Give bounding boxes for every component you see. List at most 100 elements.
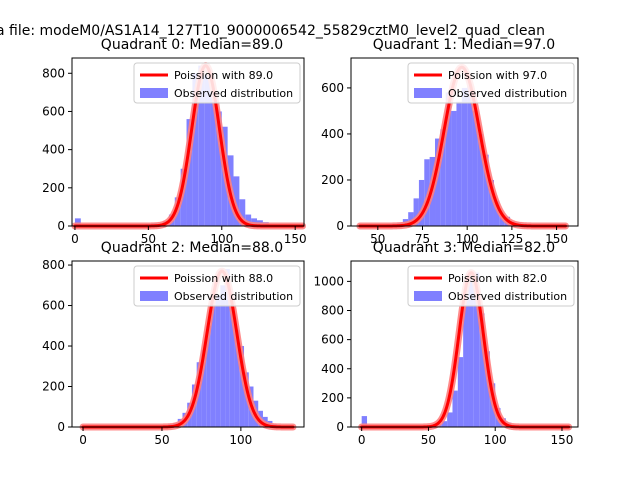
hist-bar <box>468 274 474 427</box>
plot-area: 50 75 100 125 150 0 200 400 600 Poission with 97.… <box>321 57 579 246</box>
x-tick-label: 75 <box>415 232 430 246</box>
y-tick-label: 0 <box>336 420 344 434</box>
x-tick-label: 100 <box>210 232 233 246</box>
y-tick-label: 0 <box>57 420 65 434</box>
y-tick-label: 600 <box>42 104 65 118</box>
hist-bar <box>215 295 221 427</box>
x-axis: 50 75 100 125 150 <box>370 226 568 246</box>
hist-bar <box>220 285 226 427</box>
hist-bar <box>361 416 368 427</box>
subplot-title: Quadrant 1: Median=97.0 <box>373 37 555 53</box>
y-tick-label: 800 <box>42 258 65 272</box>
legend-hist-swatch <box>414 291 442 301</box>
x-tick-label: 150 <box>551 433 574 447</box>
hist-bar <box>477 133 484 226</box>
legend-curve-label: Poission with 89.0 <box>174 69 273 82</box>
hist-bar <box>424 159 430 226</box>
y-tick-label: 800 <box>42 66 65 80</box>
hist-bar <box>472 110 478 226</box>
hist-bar <box>201 350 207 427</box>
legend-box <box>407 62 575 104</box>
legend-curve-label: Poission with 97.0 <box>448 69 547 82</box>
y-tick-label: 600 <box>321 333 344 347</box>
y-tick-label: 200 <box>42 181 65 195</box>
hist-bar <box>413 198 419 226</box>
legend-curve-label: Poission with 88.0 <box>174 272 273 285</box>
hist-bar <box>452 390 458 427</box>
hist-bar <box>418 179 425 226</box>
hist-bar <box>499 214 505 226</box>
hist-bar <box>408 212 414 226</box>
axes-frame <box>350 260 579 428</box>
y-tick-label: 400 <box>321 362 344 376</box>
legend: Poission with 97.0 Observed distribution <box>407 62 575 104</box>
subplot-title: Quadrant 0: Median=89.0 <box>101 37 283 53</box>
y-tick-label: 600 <box>321 81 344 95</box>
hist-bar <box>239 346 245 427</box>
y-tick-label: 600 <box>42 299 65 313</box>
legend-hist-swatch <box>140 88 168 98</box>
figure-suptitle: a file: modeM0/AS1A14_127T10_9000006542_… <box>0 23 545 39</box>
hist-bar <box>210 92 216 226</box>
y-tick-label: 200 <box>321 173 344 187</box>
x-tick-label: 50 <box>154 433 169 447</box>
plot-area: 0 50 100 150 0 200 400 600 800 Poission with 89.0… <box>42 57 307 246</box>
legend-curve-label: Poission with 82.0 <box>448 272 547 285</box>
legend-hist-label: Observed distribution <box>174 290 293 303</box>
hist-bar <box>488 179 494 226</box>
plot-area: 0 50 100 0 200 400 600 800 Poission with 88.0 Obs… <box>42 258 305 447</box>
axes-frame <box>350 57 579 227</box>
y-tick-label: 0 <box>336 219 344 233</box>
hist-bar <box>245 214 252 226</box>
legend: Poission with 89.0 Observed distribution <box>133 62 301 104</box>
subplot-quadrant-2: Quadrant 2: Median=88.0 0 50 100 0 200 400 600… <box>42 240 305 447</box>
hist-bar <box>484 351 490 427</box>
hist-bar <box>435 138 441 226</box>
x-tick-label: 50 <box>421 433 436 447</box>
x-tick-label: 150 <box>284 232 307 246</box>
hist-bar <box>479 313 485 427</box>
x-tick-label: 0 <box>358 433 366 447</box>
hist-bar <box>229 297 235 427</box>
hist-bar <box>206 325 211 427</box>
y-tick-label: 200 <box>42 380 65 394</box>
hist-bar <box>483 154 489 226</box>
hist-bar <box>467 85 473 227</box>
x-axis: 0 50 100 <box>79 427 252 447</box>
hist-bar <box>447 412 453 427</box>
legend: Poission with 88.0 Observed distribution <box>133 265 301 307</box>
axes-frame <box>71 260 305 428</box>
hist-bar <box>473 272 480 427</box>
y-axis: 0 200 400 600 800 <box>42 66 72 233</box>
x-tick-label: 0 <box>71 232 79 246</box>
hist-bar <box>457 357 464 427</box>
legend-box <box>133 62 301 104</box>
plot-area: 0 50 100 150 0 200 400 600 800 1000 Poission with … <box>313 260 579 447</box>
y-axis: 0 200 400 600 800 <box>42 258 72 434</box>
hist-bar <box>74 218 81 226</box>
hist-bar <box>225 269 230 427</box>
histogram <box>359 85 570 227</box>
hist-bar <box>215 111 222 226</box>
y-tick-label: 800 <box>321 304 344 318</box>
legend-hist-label: Observed distribution <box>174 87 293 100</box>
y-tick-label: 400 <box>42 143 65 157</box>
hist-bar <box>461 87 468 226</box>
legend-hist-label: Observed distribution <box>448 290 567 303</box>
hist-bar <box>210 301 216 427</box>
y-tick-label: 0 <box>57 219 65 233</box>
hist-bar <box>233 176 240 226</box>
x-tick-label: 150 <box>545 232 568 246</box>
hist-bar <box>204 75 211 227</box>
x-axis: 0 50 100 150 <box>71 226 307 246</box>
y-axis: 0 200 400 600 800 1000 <box>313 274 351 434</box>
legend-hist-label: Observed distribution <box>448 87 567 100</box>
axes-frame <box>71 57 305 227</box>
legend-hist-swatch <box>140 291 168 301</box>
legend-box <box>133 265 301 307</box>
hist-bar <box>440 129 446 226</box>
hist-bar <box>239 199 246 226</box>
hist-bar <box>456 101 462 226</box>
subplot-quadrant-3: Quadrant 3: Median=82.0 0 50 100 150 0 200 400… <box>313 240 579 447</box>
hist-bar <box>180 168 187 226</box>
